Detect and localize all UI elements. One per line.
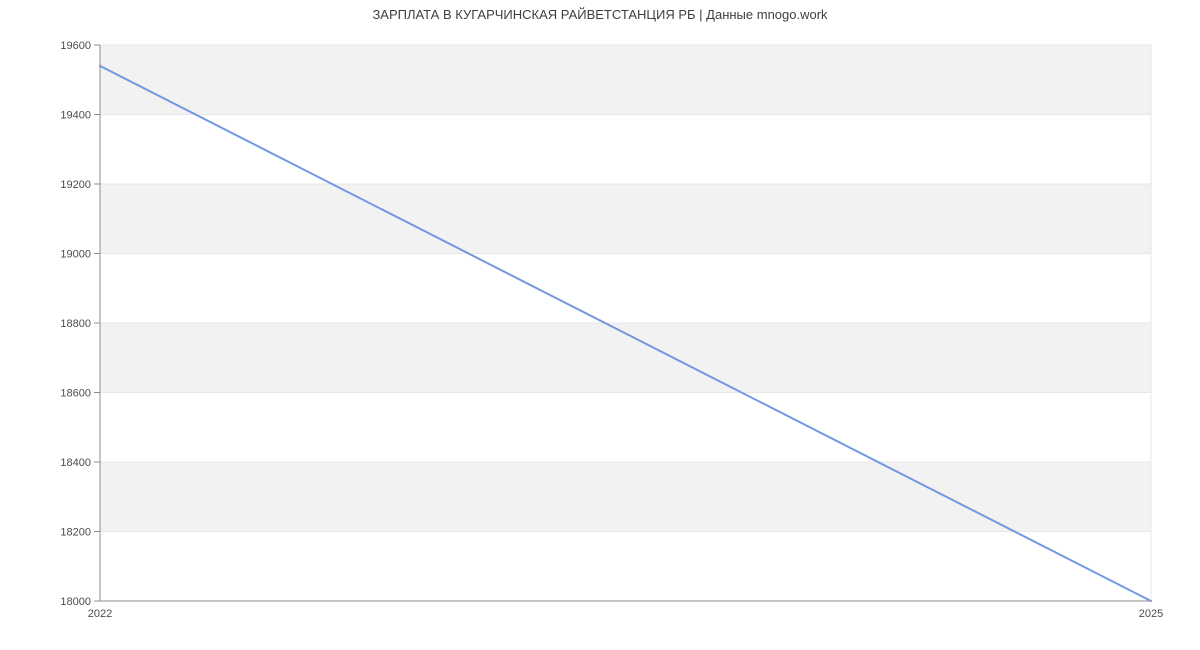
y-tick-label: 18400 [60,457,91,469]
plot-band [100,45,1151,115]
plot-band [100,323,1151,393]
salary-line [99,64,1152,602]
x-tick-label: 2025 [1139,608,1163,620]
y-tick-label: 18600 [60,388,91,400]
y-tick-label: 18200 [60,527,91,539]
chart-title: ЗАРПЛАТА В КУГАРЧИНСКАЯ РАЙВЕТСТАНЦИЯ РБ… [372,7,828,22]
y-tick-label: 19200 [60,179,91,191]
plot-band [100,184,1151,254]
plot-area: 18000 18200 18400 18600 18800 19000 19200 19400… [60,40,1163,620]
plot-band [100,462,1151,532]
y-tick-label: 18800 [60,318,91,330]
y-tick-label: 18000 [60,596,91,608]
y-tick-label: 19000 [60,249,91,261]
x-tick-label: 2022 [88,608,112,620]
y-tick-label: 19600 [60,40,91,52]
y-tick-label: 19400 [60,110,91,122]
